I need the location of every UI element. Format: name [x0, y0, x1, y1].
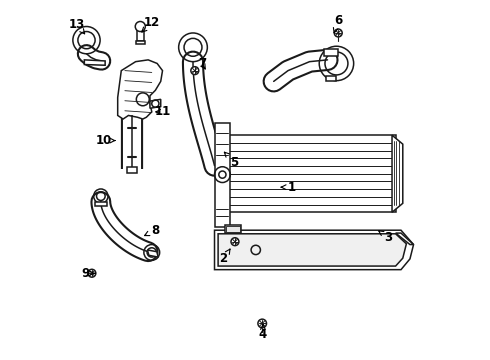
Text: 12: 12: [142, 16, 160, 32]
Circle shape: [135, 22, 146, 32]
Polygon shape: [150, 99, 161, 108]
Polygon shape: [218, 234, 406, 266]
Circle shape: [334, 29, 342, 37]
Polygon shape: [395, 233, 414, 244]
Polygon shape: [95, 202, 107, 206]
Polygon shape: [215, 123, 230, 226]
Polygon shape: [137, 30, 144, 41]
Text: 6: 6: [333, 14, 343, 33]
Polygon shape: [215, 230, 414, 270]
Text: 13: 13: [68, 18, 85, 34]
Text: 10: 10: [95, 134, 115, 147]
Polygon shape: [392, 135, 403, 212]
Polygon shape: [226, 226, 240, 232]
Polygon shape: [126, 167, 137, 173]
Circle shape: [258, 319, 267, 328]
Text: 2: 2: [220, 249, 230, 265]
Polygon shape: [324, 49, 338, 56]
Polygon shape: [225, 225, 242, 233]
Text: 1: 1: [281, 181, 295, 194]
Text: 5: 5: [224, 152, 238, 168]
Polygon shape: [225, 135, 395, 212]
Circle shape: [231, 238, 239, 246]
Circle shape: [191, 67, 199, 75]
Text: 8: 8: [145, 224, 159, 237]
Text: 9: 9: [81, 267, 95, 280]
Text: 3: 3: [379, 231, 392, 244]
Polygon shape: [84, 60, 105, 65]
Polygon shape: [326, 76, 337, 81]
Polygon shape: [147, 250, 158, 257]
Polygon shape: [136, 41, 146, 44]
Circle shape: [88, 269, 96, 277]
Text: 4: 4: [259, 324, 267, 341]
Text: 11: 11: [154, 105, 171, 118]
Text: 7: 7: [198, 57, 206, 70]
Polygon shape: [118, 60, 163, 119]
